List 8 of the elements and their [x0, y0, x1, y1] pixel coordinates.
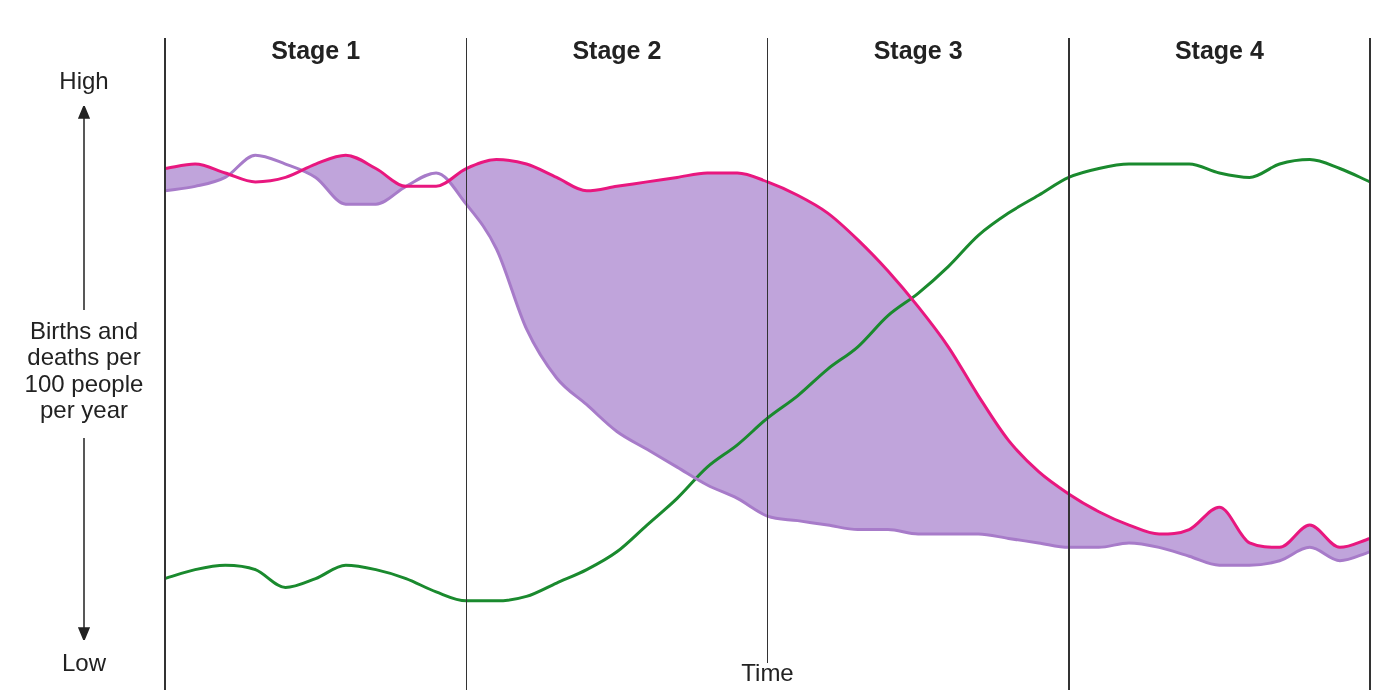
text: Stage 1 — [271, 36, 361, 65]
x-axis-title: Time — [741, 659, 794, 687]
text: Stage 4 — [1174, 36, 1264, 65]
text: High — [59, 67, 109, 95]
text: Low — [61, 649, 107, 677]
text: Stage 3 — [873, 36, 963, 65]
text: Stage 2 — [572, 36, 662, 65]
y-axis-title: Births and deaths per 100 people per year — [23, 317, 145, 424]
